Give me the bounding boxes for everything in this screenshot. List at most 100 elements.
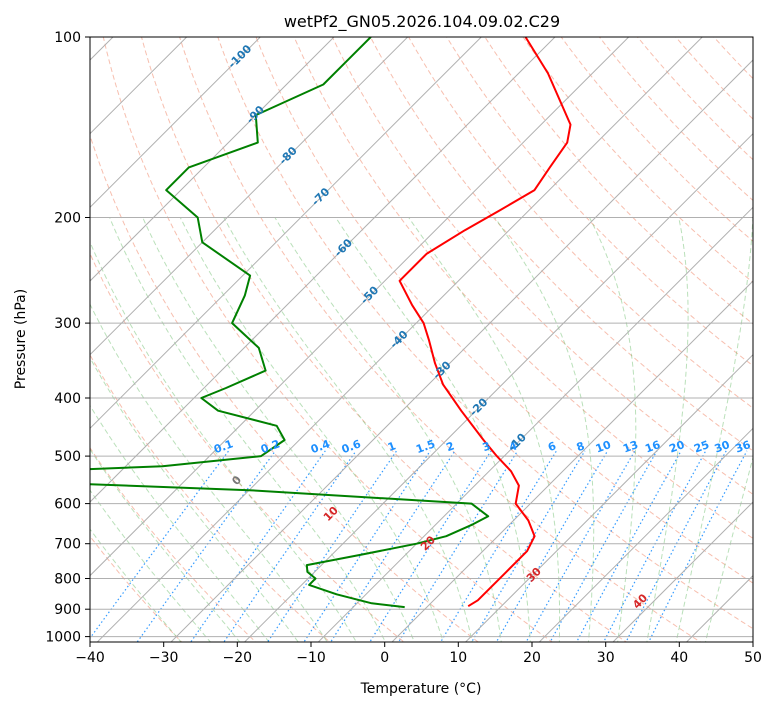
mixing-ratio-label: 1 — [386, 439, 398, 454]
dry-adiabat-line — [102, 37, 554, 642]
profile-series — [90, 37, 572, 609]
mixing-ratio-label: 6 — [546, 439, 558, 454]
mixing-ratio-label: 10 — [594, 438, 613, 456]
x-tick-label: −20 — [223, 650, 253, 666]
isotherm-line — [538, 427, 753, 642]
x-tick-label: −40 — [75, 650, 105, 666]
isotherm-line — [612, 501, 753, 642]
y-tick-label: 300 — [54, 316, 81, 332]
mixing-ratio-label: 0.6 — [340, 437, 363, 456]
dry-adiabat-line — [369, 37, 753, 452]
dry-adiabat-line — [140, 37, 628, 642]
moist-adiabat-line — [90, 241, 357, 642]
dry-adiabat-line — [217, 37, 753, 630]
mixing-ratio-label: 2 — [444, 439, 456, 454]
y-tick-label: 100 — [54, 30, 81, 46]
mixing-ratio-label: 0.4 — [309, 437, 332, 456]
y-tick-label: 700 — [54, 537, 81, 553]
moist-adiabat-line — [589, 217, 637, 642]
mixing-ratio-label: 16 — [643, 438, 662, 456]
y-tick-label: 400 — [54, 391, 81, 407]
skewed-isotherms — [90, 37, 753, 642]
y-tick-label: 200 — [54, 211, 81, 227]
dry-adiabat-line — [90, 446, 257, 642]
mixing-ratio-line — [190, 450, 326, 642]
y-tick-label: 1000 — [45, 630, 81, 646]
x-tick-label: 20 — [523, 650, 541, 666]
isotherm-line — [170, 59, 753, 642]
moist-adiabat-line — [90, 489, 212, 642]
moist-adiabat-line — [90, 303, 328, 642]
mixing-ratio-label: 13 — [621, 438, 640, 455]
isotherm-line — [317, 206, 753, 642]
mixing-ratio-label: 0.2 — [259, 437, 282, 456]
x-tick-label: 10 — [449, 650, 467, 666]
dry-adiabat-line — [90, 353, 331, 642]
dewpoint-line — [90, 37, 490, 609]
moist-adiabat-line — [90, 528, 182, 642]
dry-adiabat-line — [331, 37, 753, 495]
isotherm-line — [90, 37, 262, 209]
isotherm-line — [90, 37, 556, 503]
dry-adiabat-line — [179, 37, 702, 642]
isotherm-line — [90, 37, 483, 430]
x-tick-label: −30 — [149, 650, 179, 666]
isotherm-line — [96, 37, 704, 642]
moist-adiabat-line — [335, 217, 531, 642]
x-tick-label: −10 — [296, 650, 326, 666]
y-axis-title: Pressure (hPa) — [13, 289, 29, 389]
y-tick-label: 500 — [54, 449, 81, 465]
moist-adiabat-line — [90, 448, 241, 642]
dry-adiabat-line — [90, 134, 479, 642]
mixing-ratio-label: 30 — [713, 438, 732, 456]
isotherm-line — [90, 37, 188, 135]
mixing-ratio-label: 36 — [733, 438, 752, 456]
moist-adiabats — [90, 217, 753, 642]
mixing-ratio-label: 25 — [692, 438, 711, 455]
y-axis: 100 200 300 400 500 600 700 800 900 1000 — [45, 30, 90, 646]
mixing-ratio-label: 1.5 — [414, 437, 437, 456]
moist-adiabat-line — [408, 217, 561, 642]
x-axis-title: Temperature (°C) — [360, 681, 482, 697]
mixing-ratio-line — [90, 450, 230, 640]
x-tick-label: 30 — [597, 650, 615, 666]
dry-adiabat-line — [90, 252, 405, 642]
temperature-line — [398, 37, 572, 608]
y-tick-label: 600 — [54, 497, 81, 513]
x-axis: −40 −30 −20 −10 0 10 20 30 40 50 — [75, 642, 762, 666]
moist-adiabat-line — [109, 217, 386, 642]
y-tick-label: 800 — [54, 572, 81, 588]
isotherm-line — [90, 37, 409, 356]
x-tick-label: 40 — [670, 650, 688, 666]
mixing-ratio-label: 3 — [481, 439, 493, 454]
dry-adiabat-line — [90, 535, 183, 642]
moist-adiabat-line — [646, 217, 689, 642]
x-tick-label: 0 — [380, 650, 389, 666]
mixing-ratio-label: 8 — [575, 439, 587, 454]
mixing-ratio-label: 0.1 — [212, 437, 235, 456]
moist-adiabat-line — [90, 356, 299, 642]
isotherm-line — [90, 37, 630, 577]
dry-adiabat-line — [446, 37, 753, 367]
dry-adiabat-line — [484, 37, 753, 325]
moist-adiabat-line — [494, 217, 595, 642]
isotherm-line — [243, 132, 753, 642]
plot-frame — [89, 36, 754, 643]
moist-adiabat-line — [142, 217, 415, 642]
y-tick-label: 900 — [54, 602, 81, 618]
moist-adiabat-line — [179, 217, 444, 642]
isotherm-line — [391, 280, 753, 642]
isotherm-line — [464, 353, 753, 642]
isotherm-line — [90, 37, 335, 282]
mixing-ratio-label: 20 — [667, 438, 686, 456]
dry-adiabat-line — [255, 37, 753, 584]
mixing-ratio-label: 4 — [507, 439, 519, 454]
plot-area: 0.1 0.2 0.4 0.6 1 1.5 2 3 4 6 8 10 13 16 20 25 30 36-100-… — [90, 37, 753, 642]
chart-title: wetPf2_GN05.2026.104.09.02.C29 — [284, 12, 560, 32]
moist-adiabat-line — [90, 404, 270, 642]
moist-adiabat-line — [223, 217, 473, 642]
moist-adiabat-line — [675, 217, 753, 642]
x-tick-label: 50 — [744, 650, 762, 666]
